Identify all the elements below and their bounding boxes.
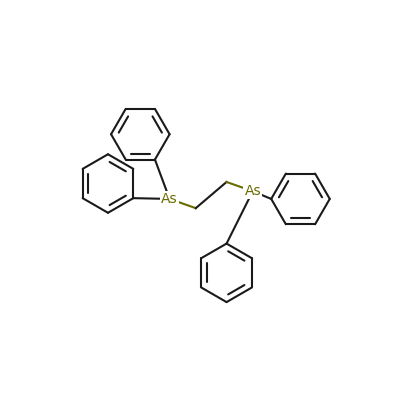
Text: As: As: [161, 192, 178, 206]
Text: As: As: [244, 184, 261, 198]
